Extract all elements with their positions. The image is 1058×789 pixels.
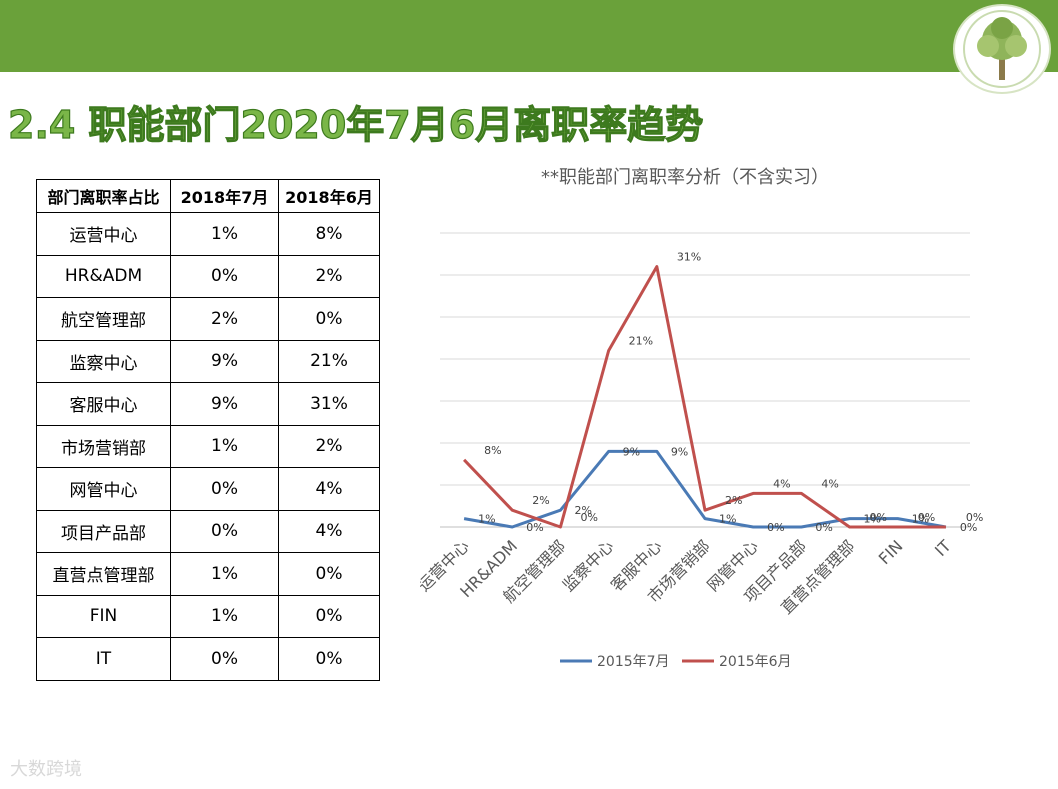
table-header-cell: 部门离职率占比	[36, 179, 171, 213]
data-label: 21%	[629, 335, 653, 348]
data-label: 0%	[580, 511, 597, 524]
table-row: FIN 1% 0%	[36, 594, 380, 638]
data-label: 2%	[532, 494, 549, 507]
header-bar	[0, 0, 1058, 72]
x-tick-label: FIN	[875, 536, 907, 568]
data-label: 1%	[912, 513, 929, 526]
department-cell: 客服中心	[36, 382, 171, 426]
data-label: 4%	[821, 477, 838, 490]
data-label: 31%	[677, 251, 701, 264]
data-label: 2%	[725, 494, 742, 507]
data-label: 0%	[966, 511, 983, 524]
rate-cell: 2%	[170, 297, 279, 341]
table-header-cell: 2018年6月	[278, 179, 380, 213]
data-label: 0%	[918, 511, 935, 524]
rate-cell: 0%	[278, 552, 380, 596]
rate-cell: 1%	[170, 212, 279, 256]
rate-cell: 9%	[170, 339, 279, 383]
page-title: 2.4 职能部门2020年7月6月离职率趋势	[7, 102, 704, 147]
rate-cell: 9%	[170, 382, 279, 426]
rate-cell: 21%	[278, 339, 380, 383]
rate-cell: 1%	[170, 552, 279, 596]
watermark: 大数跨境	[10, 759, 82, 780]
rate-cell: 2%	[278, 254, 380, 298]
turnover-line-chart: **职能部门离职率分析（不含实习）运营中心HR&ADM航空管理部监察中心客服中心…	[420, 167, 983, 670]
rate-cell: 4%	[278, 467, 380, 511]
table-row: 监察中心 9% 21%	[36, 339, 380, 383]
data-label: 9%	[623, 445, 640, 458]
data-label: 0%	[767, 521, 784, 534]
rate-cell: 0%	[278, 637, 380, 681]
rate-cell: 4%	[278, 509, 380, 553]
data-label: 0%	[870, 511, 887, 524]
data-label: 0%	[526, 521, 543, 534]
rate-cell: 0%	[170, 637, 279, 681]
rate-cell: 0%	[170, 467, 279, 511]
legend-label: 2015年6月	[719, 654, 792, 670]
department-cell: 市场营销部	[36, 424, 171, 468]
department-cell: 网管中心	[36, 467, 171, 511]
rate-cell: 0%	[170, 254, 279, 298]
data-label: 4%	[773, 477, 790, 490]
rate-cell: 1%	[170, 424, 279, 468]
data-label: 1%	[478, 513, 495, 526]
data-label: 2%	[574, 504, 591, 517]
x-tick-label: IT	[931, 536, 955, 560]
department-cell: 运营中心	[36, 212, 171, 256]
table-header-row: 部门离职率占比 2018年7月 2018年6月	[36, 179, 380, 213]
chart-title: **职能部门离职率分析（不含实习）	[541, 167, 829, 188]
department-cell: HR&ADM	[36, 254, 171, 298]
table-row: 航空管理部 2% 0%	[36, 297, 380, 341]
data-label: 1%	[719, 513, 736, 526]
rate-cell: 0%	[278, 297, 380, 341]
data-label: 0%	[815, 521, 832, 534]
turnover-table: 部门离职率占比 2018年7月 2018年6月 运营中心 1% 8% HR&ADM 0%…	[36, 179, 380, 681]
table-row: 客服中心 9% 31%	[36, 382, 380, 426]
department-cell: 项目产品部	[36, 509, 171, 553]
rate-cell: 0%	[170, 509, 279, 553]
data-label: 8%	[484, 444, 501, 457]
table-row: 直营点管理部 1% 0%	[36, 552, 380, 596]
series-line	[463, 265, 946, 529]
department-cell: 直营点管理部	[36, 552, 171, 596]
table-row: 运营中心 1% 8%	[36, 212, 380, 256]
table-header-cell: 2018年7月	[170, 179, 279, 213]
rate-cell: 1%	[170, 594, 279, 638]
series-line	[463, 449, 947, 529]
rate-cell: 31%	[278, 382, 380, 426]
rate-cell: 0%	[278, 594, 380, 638]
department-cell: IT	[36, 637, 171, 681]
data-label: 0%	[960, 521, 977, 534]
table-row: 项目产品部 0% 4%	[36, 509, 380, 553]
department-cell: 监察中心	[36, 339, 171, 383]
department-cell: FIN	[36, 594, 171, 638]
tree-logo-icon	[953, 4, 1051, 94]
legend-label: 2015年7月	[597, 654, 670, 670]
table-row: HR&ADM 0% 2%	[36, 254, 380, 298]
department-cell: 航空管理部	[36, 297, 171, 341]
table-row: 网管中心 0% 4%	[36, 467, 380, 511]
data-label: 1%	[864, 513, 881, 526]
data-label: 9%	[671, 445, 688, 458]
table-row: 市场营销部 1% 2%	[36, 424, 380, 468]
rate-cell: 8%	[278, 212, 380, 256]
table-row: IT 0% 0%	[36, 637, 380, 681]
x-tick-label: 监察中心	[559, 536, 618, 595]
rate-cell: 2%	[278, 424, 380, 468]
